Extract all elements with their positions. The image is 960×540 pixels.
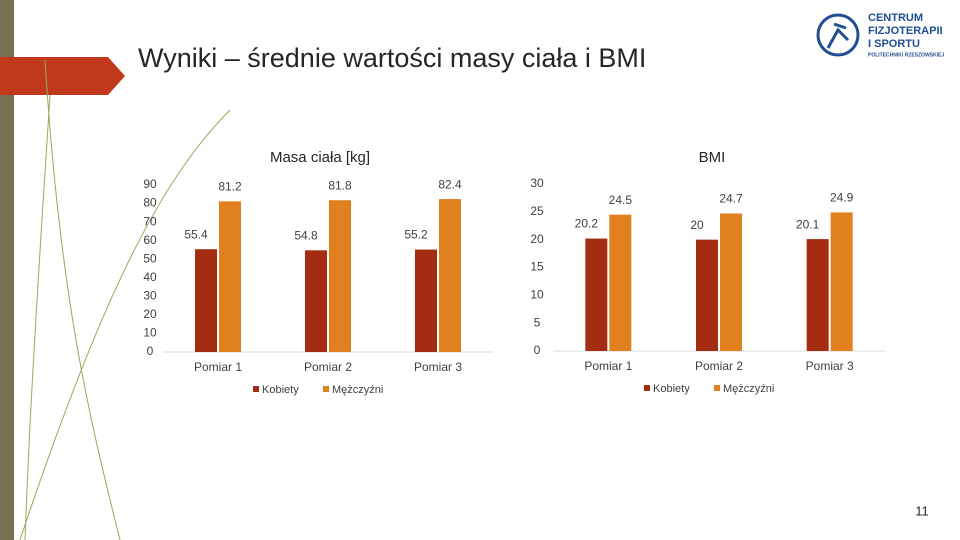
- data-label: 54.8: [294, 228, 318, 242]
- y-tick-label: 70: [143, 214, 157, 228]
- side-bar: [0, 0, 14, 540]
- bar: [720, 213, 742, 351]
- legend-label: Kobiety: [262, 384, 299, 396]
- bar: [415, 249, 437, 352]
- logo-figure: [826, 22, 850, 49]
- legend-swatch: [253, 386, 259, 392]
- bar: [305, 250, 327, 352]
- bar: [585, 238, 608, 351]
- y-tick-label: 20: [143, 307, 157, 321]
- chart-title: BMI: [699, 149, 726, 166]
- legend-label: Mężczyźni: [723, 383, 774, 395]
- data-label: 55.4: [184, 227, 208, 241]
- legend-swatch: [644, 385, 650, 391]
- bar: [219, 201, 241, 352]
- y-tick-label: 50: [143, 251, 157, 265]
- legend-label: Mężczyźni: [332, 384, 383, 396]
- legend-swatch: [323, 386, 329, 392]
- data-label: 81.8: [328, 178, 352, 192]
- logo-text: I SPORTU: [868, 38, 920, 50]
- x-tick-label: Pomiar 1: [194, 360, 242, 374]
- x-tick-label: Pomiar 3: [414, 360, 462, 374]
- logo: CENTRUM FIZJOTERAPII I SPORTU POLITECHNI…: [816, 12, 944, 58]
- bar: [195, 249, 217, 352]
- bar: [329, 200, 351, 352]
- chart-title: Masa ciała [kg]: [270, 149, 370, 166]
- bar: [830, 212, 853, 351]
- logo-text: POLITECHNIKI RZESZOWSKIEJ: [868, 52, 944, 58]
- bar: [609, 214, 632, 351]
- y-tick-label: 10: [530, 288, 544, 302]
- y-tick-label: 60: [143, 233, 157, 247]
- y-tick-label: 80: [143, 196, 157, 210]
- y-tick-label: 5: [534, 315, 541, 329]
- title-arrow: [0, 57, 125, 95]
- data-label: 24.9: [830, 191, 854, 205]
- y-tick-label: 0: [534, 343, 541, 357]
- legend-swatch: [714, 385, 720, 391]
- bar: [439, 199, 461, 352]
- data-label: 81.2: [218, 180, 242, 194]
- data-label: 20: [690, 218, 704, 232]
- x-tick-label: Pomiar 2: [304, 360, 352, 374]
- y-tick-label: 30: [143, 289, 157, 303]
- bar: [696, 239, 718, 351]
- y-tick-label: 0: [147, 344, 154, 358]
- data-label: 20.1: [796, 217, 820, 231]
- x-tick-label: Pomiar 3: [806, 359, 854, 373]
- data-label: 55.2: [404, 228, 428, 242]
- x-tick-label: Pomiar 2: [695, 359, 743, 373]
- y-tick-label: 20: [530, 232, 544, 246]
- logo-text: FIZJOTERAPII: [868, 25, 943, 37]
- y-tick-label: 90: [143, 177, 157, 191]
- bar: [806, 239, 829, 351]
- decor-lines: [19, 59, 231, 540]
- data-label: 24.7: [719, 192, 743, 206]
- y-tick-label: 30: [530, 176, 544, 190]
- y-tick-label: 15: [530, 260, 544, 274]
- logo-icon: [816, 13, 860, 57]
- page-number: 11: [915, 503, 929, 518]
- data-label: 24.5: [609, 193, 633, 207]
- slide-title: Wyniki – średnie wartości masy ciała i B…: [138, 43, 646, 73]
- data-label: 82.4: [438, 177, 462, 191]
- y-tick-label: 10: [143, 326, 157, 340]
- legend-label: Kobiety: [653, 383, 690, 395]
- x-tick-label: Pomiar 1: [584, 359, 632, 373]
- y-tick-label: 25: [530, 204, 544, 218]
- y-tick-label: 40: [143, 270, 157, 284]
- logo-text: CENTRUM: [868, 12, 923, 24]
- data-label: 20.2: [575, 217, 599, 231]
